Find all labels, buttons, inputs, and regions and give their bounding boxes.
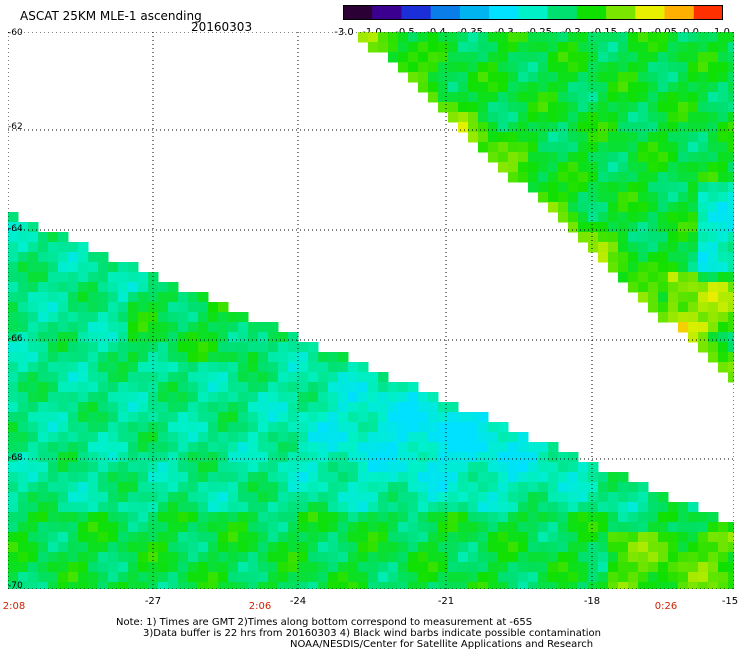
colorbar-swatch [664,5,695,20]
colorbar-swatch [576,5,607,20]
colorbar-swatch [635,5,666,20]
latitude-label: -70 [8,581,23,591]
time-label: 0:26 [654,601,678,612]
latitude-label: -68 [8,453,23,463]
time-label: 2:08 [2,601,26,612]
latitude-label: -66 [8,334,23,344]
colorbar-swatch [459,5,490,20]
footer-note-1: Note: 1) Times are GMT 2)Times along bot… [116,617,533,628]
colorbar-swatch [606,5,636,20]
map-title: ASCAT 25KM MLE-1 ascending [20,9,202,23]
colorbar-swatch [547,5,578,20]
colorbar-swatch [372,5,403,20]
longitude-label: -18 [583,596,601,607]
time-label: 2:06 [248,601,272,612]
colorbar [343,5,723,20]
latitude-label: -64 [8,224,23,234]
longitude-label: -15 [721,596,739,607]
longitude-label: -27 [144,596,162,607]
latitude-label: -60 [8,28,23,38]
colorbar-swatch [401,5,432,20]
wind-map-plot [8,32,734,589]
colorbar-swatch [518,5,549,20]
longitude-label: -21 [437,596,455,607]
latitude-label: -62 [8,122,23,132]
footer-note-2: 3)Data buffer is 22 hrs from 20160303 4)… [143,628,601,639]
map-date: 20160303 [191,20,253,34]
colorbar-swatch [430,5,461,20]
footer-credit: NOAA/NESDIS/Center for Satellite Applica… [290,639,594,650]
colorbar-swatch [693,5,723,20]
colorbar-swatch [489,5,519,20]
colorbar-swatch [343,5,373,20]
longitude-label: -24 [289,596,307,607]
